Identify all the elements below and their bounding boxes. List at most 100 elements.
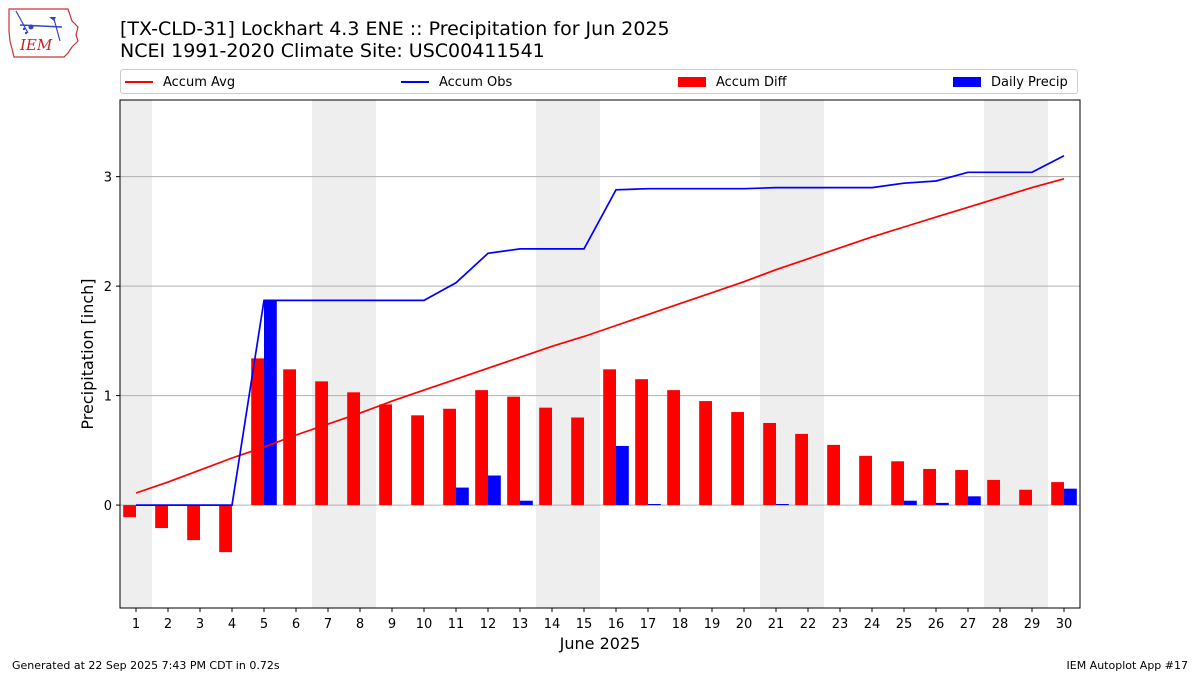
y-tick-label: 2: [104, 280, 112, 295]
x-tick-label: 6: [292, 617, 300, 632]
daily-precip-bar: [616, 445, 629, 506]
legend-swatch: [678, 77, 706, 87]
legend-swatch: [401, 81, 429, 83]
accum-diff-bar: [187, 505, 200, 541]
weekend-shade: [536, 100, 600, 608]
accum-diff-bar: [731, 412, 744, 506]
weekend-shade: [984, 100, 1048, 608]
accum-diff-bar: [443, 408, 456, 506]
plot-frame: [119, 99, 1081, 609]
accum-diff-bar: [667, 390, 680, 506]
accum-diff-bar: [1019, 489, 1032, 506]
iem-logo: IEM: [6, 5, 82, 61]
accum-diff-bar: [539, 407, 552, 506]
x-tick-label: 23: [832, 617, 849, 632]
x-tick-label: 27: [960, 617, 977, 632]
x-tick-label: 7: [324, 617, 332, 632]
x-tick-label: 17: [640, 617, 657, 632]
x-tick-label: 12: [480, 617, 497, 632]
accum-diff-bar: [699, 401, 712, 506]
daily-precip-bar: [488, 475, 501, 506]
weekend-shade: [312, 100, 376, 608]
x-tick-label: 28: [992, 617, 1009, 632]
legend-item-daily-precip: Daily Precip: [953, 74, 1068, 90]
x-tick-label: 8: [356, 617, 364, 632]
y-tick-label: 0: [104, 499, 112, 514]
accum-diff-bar: [347, 392, 360, 506]
x-tick-label: 16: [608, 617, 625, 632]
accum-diff-bar: [219, 505, 232, 553]
x-tick-label: 13: [512, 617, 529, 632]
accum-obs-line: [136, 155, 1065, 506]
accum-avg-line: [135, 177, 1065, 494]
x-tick-label: 19: [704, 617, 721, 632]
x-tick-label: 24: [864, 617, 881, 632]
legend-label: Accum Diff: [716, 74, 787, 90]
chart-title: [TX-CLD-31] Lockhart 4.3 ENE :: Precipit…: [120, 18, 670, 40]
daily-precip-bar: [904, 500, 917, 506]
chart-subtitle: NCEI 1991-2020 Climate Site: USC00411541: [120, 40, 545, 62]
x-tick-label: 10: [416, 617, 433, 632]
legend-item-accum-avg: Accum Avg: [125, 74, 235, 90]
legend-swatch: [125, 81, 153, 83]
iowa-map-icon: IEM: [8, 8, 79, 58]
x-tick-label: 30: [1056, 617, 1073, 632]
x-tick-label: 25: [896, 617, 913, 632]
x-tick-label: 1: [132, 617, 140, 632]
legend-item-accum-diff: Accum Diff: [678, 74, 787, 90]
x-tick-label: 5: [260, 617, 268, 632]
accum-diff-bar: [507, 396, 520, 506]
chart-legend: Accum Avg Accum Obs Accum Diff Daily Pre…: [120, 69, 1078, 94]
accum-diff-bar: [987, 479, 1000, 506]
legend-label: Daily Precip: [991, 74, 1068, 90]
legend-item-accum-obs: Accum Obs: [401, 74, 512, 90]
accum-diff-bar: [955, 470, 968, 506]
x-tick-label: 20: [736, 617, 753, 632]
x-tick-label: 9: [388, 617, 396, 632]
accum-diff-bar: [891, 461, 904, 506]
x-tick-label: 21: [768, 617, 785, 632]
accum-diff-bar: [475, 390, 488, 506]
x-axis-label: June 2025: [559, 634, 641, 653]
daily-precip-bar: [776, 503, 789, 506]
weekend-shade: [120, 100, 152, 608]
accum-diff-bar: [411, 415, 424, 506]
accum-diff-bar: [155, 505, 168, 529]
daily-precip-bar: [456, 487, 469, 506]
legend-label: Accum Obs: [439, 74, 513, 90]
x-tick-label: 4: [228, 617, 236, 632]
x-tick-label: 18: [672, 617, 689, 632]
x-tick-label: 14: [544, 617, 561, 632]
accum-diff-bar: [827, 444, 840, 506]
accum-diff-bar: [635, 379, 648, 506]
x-tick-label: 29: [1024, 617, 1041, 632]
legend-swatch: [953, 77, 981, 87]
accum-diff-bar: [379, 404, 392, 506]
accum-diff-bar: [1051, 482, 1064, 506]
y-tick-label: 1: [104, 390, 112, 405]
accum-diff-bar: [571, 417, 584, 506]
accum-diff-bar: [795, 433, 808, 506]
daily-precip-bar: [936, 502, 949, 506]
legend-label: Accum Avg: [163, 74, 236, 90]
generated-timestamp: Generated at 22 Sep 2025 7:43 PM CDT in …: [12, 659, 280, 672]
x-tick-label: 3: [196, 617, 204, 632]
x-tick-label: 22: [800, 617, 817, 632]
daily-precip-bar: [1064, 488, 1077, 506]
x-tick-label: 11: [448, 617, 465, 632]
x-tick-label: 15: [576, 617, 593, 632]
app-credit: IEM Autoplot App #17: [1066, 659, 1189, 672]
logo-text: IEM: [19, 36, 53, 54]
daily-precip-bar: [520, 500, 533, 506]
accum-diff-bar: [923, 468, 936, 506]
accum-diff-bar: [763, 422, 776, 506]
daily-precip-bar: [968, 496, 981, 506]
x-tick-label: 2: [164, 617, 172, 632]
accum-diff-bar: [315, 381, 328, 506]
y-axis-label: Precipitation [inch]: [78, 278, 97, 429]
x-tick-label: 26: [928, 617, 945, 632]
y-tick-label: 3: [104, 171, 112, 186]
weekend-shade: [760, 100, 824, 608]
accum-diff-bar: [251, 358, 264, 506]
